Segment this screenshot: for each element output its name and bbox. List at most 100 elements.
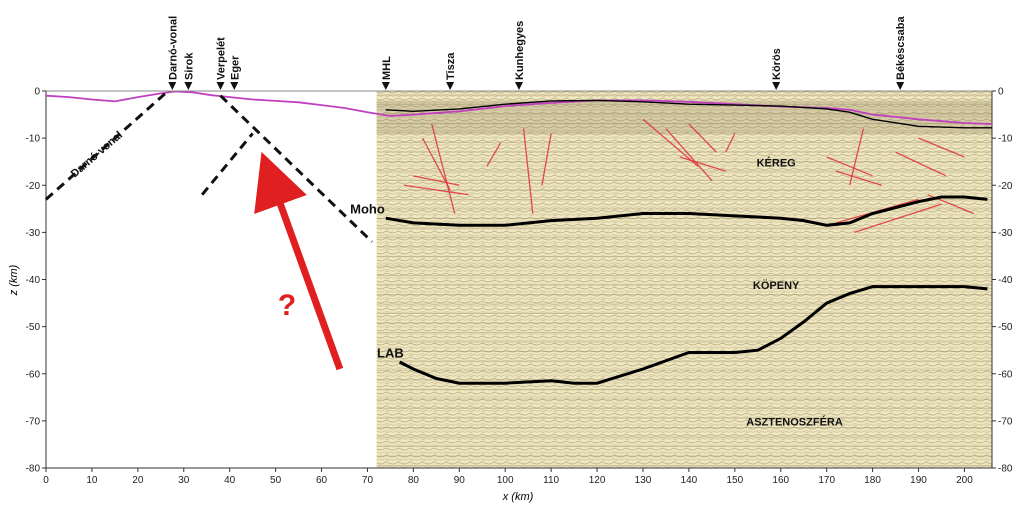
x-tick-label: 100 — [497, 475, 514, 486]
station-marker-icon — [216, 82, 225, 90]
x-tick-label: 160 — [772, 475, 789, 486]
y-tick-label: -70 — [998, 416, 1013, 427]
x-tick-label: 80 — [408, 475, 420, 486]
y-tick-label: -70 — [26, 416, 41, 427]
y-tick-label: -60 — [998, 369, 1013, 380]
y-tick-label: -30 — [26, 228, 41, 239]
y-axis-label: z (km) — [8, 264, 20, 296]
y-tick-label: -20 — [998, 181, 1013, 192]
station-label: Kunhegyes — [514, 21, 526, 80]
fault-line — [826, 156, 873, 177]
y-tick-label: -20 — [26, 181, 41, 192]
station-marker-icon — [230, 82, 239, 90]
y-tick-label: -50 — [998, 322, 1013, 333]
y-tick-label: -40 — [26, 275, 41, 286]
fault-line — [665, 128, 713, 181]
y-tick-label: -10 — [26, 134, 41, 145]
x-axis-ticks: 0 10 20 30 40 50 60 70 80 90 100 110 120 130 140 150 160… — [43, 468, 973, 486]
seismic-reflection-lines — [376, 94, 993, 466]
y-tick-label: -10 — [998, 134, 1013, 145]
x-tick-label: 140 — [681, 475, 698, 486]
fault-line — [725, 133, 736, 153]
x-tick-label: 130 — [635, 475, 652, 486]
x-tick-label: 40 — [224, 475, 236, 486]
x-tick-label: 10 — [86, 475, 98, 486]
y-tick-label: -30 — [998, 228, 1013, 239]
x-tick-label: 30 — [178, 475, 190, 486]
y-tick-label: 0 — [34, 87, 40, 98]
station-label: Békéscsaba — [895, 16, 907, 80]
x-tick-label: 180 — [864, 475, 881, 486]
fault-line — [421, 137, 451, 191]
annotation-label: ASZTENOSZFÉRA — [746, 416, 843, 429]
annotation-label: KÖPENY — [753, 279, 800, 292]
station-marker-icon — [515, 82, 523, 90]
dashed-boundary — [219, 94, 374, 243]
series-topography — [45, 90, 993, 125]
x-tick-label: 50 — [270, 475, 282, 486]
x-tick-label: 0 — [43, 475, 49, 486]
series-lab — [398, 285, 988, 385]
fault-line — [679, 156, 726, 172]
y-axis-ticks: 0 0 -10 -10 -20 -20 -30 -30 -40 -40 -50 -50 -60 -60 -7… — [26, 87, 1013, 475]
annotation-label: LAB — [377, 345, 404, 360]
annotation-label: KÉREG — [757, 156, 796, 169]
y-tick-label: -80 — [998, 464, 1013, 475]
x-tick-label: 200 — [956, 475, 973, 486]
dashed-boundary — [200, 132, 254, 196]
station-label: Verpelét — [216, 37, 228, 80]
seismic-section — [376, 91, 993, 468]
station-label: Darnó-vonal — [167, 16, 179, 80]
series-moho — [385, 195, 988, 227]
dashed-boundaries — [45, 92, 374, 243]
annotation-label: ? — [278, 289, 296, 322]
fault-line — [431, 123, 456, 214]
fault-line — [918, 137, 965, 158]
fault-line — [522, 128, 534, 214]
y-tick-label: -80 — [26, 464, 41, 475]
station-label: Körös — [771, 48, 783, 80]
x-tick-label: 110 — [543, 475, 559, 486]
interpreted-horizons — [45, 90, 993, 385]
x-tick-label: 20 — [132, 475, 144, 486]
x-axis-label: x (km) — [502, 491, 534, 503]
station-label: Sirok — [183, 52, 195, 80]
station-markers: Darnó-vonal Sirok Verpelét Eger MHL Tisza Kunh… — [167, 16, 907, 90]
fault-line — [854, 203, 942, 233]
station-marker-icon — [446, 82, 455, 90]
station-marker-icon — [896, 82, 905, 90]
fault-line — [541, 133, 552, 186]
station-label: Eger — [229, 55, 241, 80]
station-marker-icon — [168, 82, 177, 90]
x-tick-label: 60 — [316, 475, 328, 486]
station-marker-icon — [184, 82, 193, 90]
annotation-label: Darnó-vonal — [69, 129, 125, 180]
fault-line — [404, 184, 469, 196]
fault-line — [849, 128, 865, 186]
station-label: Tisza — [445, 52, 457, 80]
fault-line — [642, 118, 699, 167]
fault-line — [413, 175, 460, 186]
dashed-boundary — [45, 92, 167, 201]
x-tick-label: 150 — [726, 475, 743, 486]
station-marker-icon — [772, 82, 781, 90]
x-tick-label: 120 — [589, 475, 606, 486]
x-tick-label: 170 — [818, 475, 835, 486]
fault-line — [486, 142, 502, 167]
y-tick-label: 0 — [998, 87, 1004, 98]
station-marker-icon — [381, 82, 390, 90]
y-tick-label: -60 — [26, 369, 41, 380]
series-upper-crust-reflector — [385, 99, 992, 129]
y-tick-label: -50 — [26, 322, 41, 333]
station-label: MHL — [381, 56, 393, 80]
x-tick-label: 90 — [454, 475, 466, 486]
fault-line — [835, 170, 882, 186]
x-tick-label: 190 — [910, 475, 927, 486]
red-arrow — [254, 151, 344, 371]
x-tick-label: 70 — [362, 475, 374, 486]
fault-line — [895, 151, 947, 177]
y-tick-label: -40 — [998, 275, 1013, 286]
annotation-label: Moho — [350, 202, 385, 217]
fault-line — [688, 123, 717, 153]
